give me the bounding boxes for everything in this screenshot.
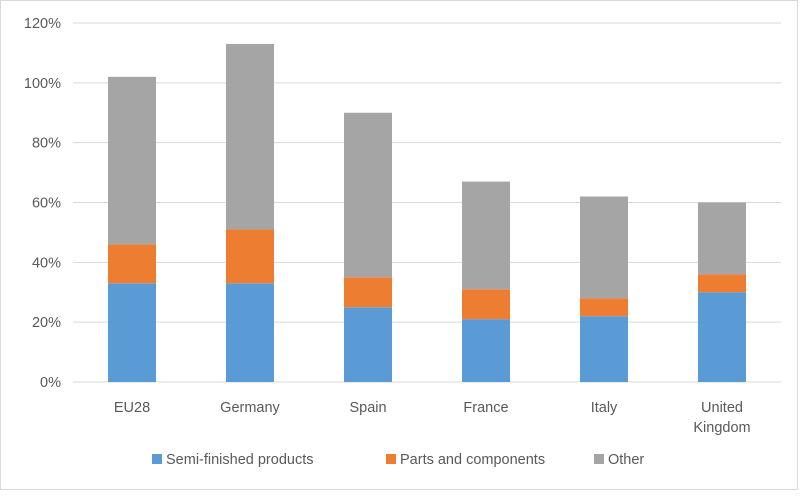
bar-segment [580, 196, 628, 299]
x-tick-label-line: Germany [220, 400, 280, 416]
bar-segment [108, 283, 156, 382]
x-tick-label: Italy [591, 400, 618, 416]
x-tick-label-line: EU28 [114, 400, 150, 416]
x-tick-label-line: Kingdom [693, 420, 750, 436]
bar-segment [698, 274, 746, 293]
y-tick-label: 0% [40, 375, 61, 391]
bar-segment [580, 316, 628, 382]
legend-item: Parts and components [386, 452, 545, 468]
x-tick-label: Spain [349, 400, 386, 416]
bar-segment [344, 307, 392, 382]
bar-segment [108, 244, 156, 284]
bar-segment [226, 43, 274, 230]
bar-segment [226, 229, 274, 284]
x-tick-label: Germany [220, 400, 280, 416]
y-tick-label: 80% [32, 136, 61, 152]
legend-swatch [152, 454, 162, 464]
bar-segment [698, 202, 746, 275]
legend-label: Other [608, 452, 644, 468]
bar-segment [226, 283, 274, 382]
legend-label: Parts and components [400, 452, 545, 468]
x-tick-label-line: France [463, 400, 508, 416]
bar-segment [462, 289, 510, 320]
x-tick-label-line: Spain [349, 400, 386, 416]
x-tick-label: France [463, 400, 508, 416]
bar-segment [462, 181, 510, 290]
bar-segment [580, 298, 628, 317]
y-tick-label: 20% [32, 315, 61, 331]
bar-segment [344, 112, 392, 278]
legend-item: Other [594, 452, 644, 468]
legend-swatch [386, 454, 396, 464]
bars [108, 43, 746, 382]
legend: Semi-finished products Parts and componen… [152, 452, 644, 468]
bar-segment [698, 292, 746, 382]
x-tick-label: United Kingdom [693, 400, 750, 436]
y-axis-tick-labels: 0% 20% 40% 60% 80% 100% 120% [24, 16, 61, 391]
x-tick-label: EU28 [114, 400, 150, 416]
y-tick-label: 100% [24, 76, 61, 92]
legend-swatch [594, 454, 604, 464]
gridlines [73, 22, 781, 383]
x-axis-tick-labels: EU28 Germany Spain France Italy United Kingdom [114, 400, 751, 436]
legend-label: Semi-finished products [166, 452, 314, 468]
y-tick-label: 60% [32, 196, 61, 212]
bar-segment [344, 277, 392, 308]
x-tick-label-line: Italy [591, 400, 618, 416]
y-tick-label: 40% [32, 255, 61, 271]
bar-segment [108, 76, 156, 245]
y-tick-label: 120% [24, 16, 61, 32]
x-tick-label-line: United [701, 400, 743, 416]
legend-item: Semi-finished products [152, 452, 314, 468]
bar-segment [462, 319, 510, 382]
